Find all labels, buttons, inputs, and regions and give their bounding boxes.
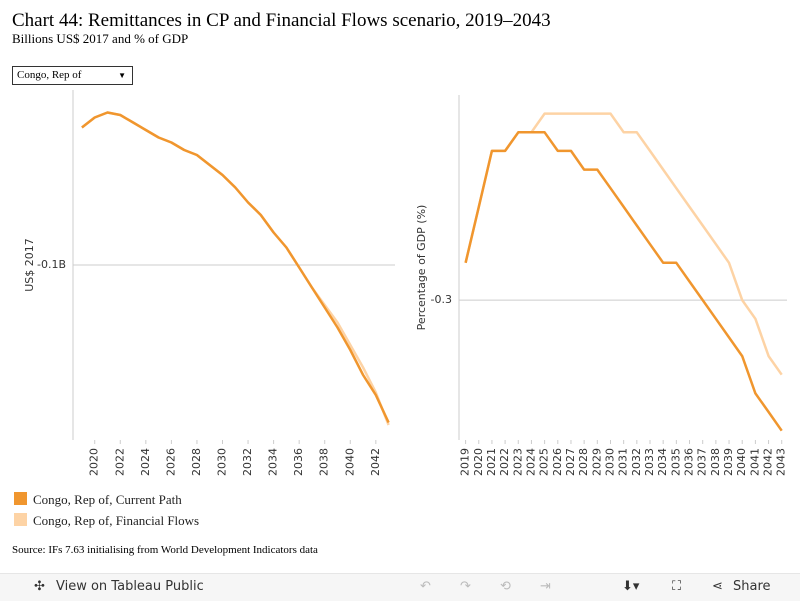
legend-swatch: [14, 513, 27, 526]
x-tick-label: 2027: [564, 448, 577, 476]
line-series: [81, 111, 390, 426]
subtitle: Billions US$ 2017 and % of GDP: [12, 31, 189, 46]
x-tick-label: 2042: [369, 448, 382, 476]
x-tick-label: 2020: [472, 448, 485, 476]
x-tick-label: 2032: [241, 448, 254, 476]
x-tick-label: 2033: [643, 448, 656, 476]
download-button[interactable]: ⬇▾: [622, 579, 640, 594]
x-tick-label: 2040: [735, 448, 748, 476]
x-tick-label: 2038: [318, 448, 331, 476]
legend-item[interactable]: Congo, Rep of, Financial Flows: [14, 513, 199, 529]
x-tick-label: 2032: [630, 448, 643, 476]
undo-button[interactable]: ↶: [420, 579, 431, 594]
x-tick-label: 2024: [139, 448, 152, 476]
x-tick-label: 2037: [696, 448, 709, 476]
y-axis-label: Percentage of GDP (%): [415, 205, 428, 331]
refresh-button[interactable]: ⇥: [540, 579, 551, 594]
share-icon: ⋖: [712, 579, 723, 594]
dropdown-arrow: ▼: [118, 71, 126, 80]
line-series: [464, 112, 783, 376]
view-link[interactable]: View on Tableau Public: [56, 579, 204, 594]
y-axis-label: US$ 2017: [23, 238, 36, 292]
line-series: [81, 111, 390, 424]
x-tick-label: 2040: [343, 448, 356, 476]
x-tick-label: 2034: [656, 448, 669, 476]
legend-label: Congo, Rep of, Current Path: [33, 492, 182, 507]
toolbar: ✣ View on Tableau Public ↶ ↷ ⟲ ⇥ ⬇▾ ⛶ ⋖ …: [0, 573, 800, 601]
x-tick-label: 2036: [683, 448, 696, 476]
x-tick-label: 2036: [292, 448, 305, 476]
x-tick-label: 2041: [748, 448, 761, 476]
x-tick-label: 2023: [511, 448, 524, 476]
x-tick-label: 2043: [775, 448, 788, 476]
x-tick-label: 2029: [590, 448, 603, 476]
filter-value: Congo, Rep of: [17, 69, 82, 81]
line-series: [464, 131, 783, 432]
filter-dropdown[interactable]: Congo, Rep of ▼: [12, 66, 133, 85]
x-tick-label: 2021: [485, 448, 498, 476]
x-tick-label: 2038: [709, 448, 722, 476]
x-tick-label: 2028: [190, 448, 203, 476]
x-tick-label: 2022: [498, 448, 511, 476]
y-tick-label: -0.1B: [37, 258, 66, 271]
title: Chart 44: Remittances in CP and Financia…: [12, 10, 551, 31]
tableau-icon: ✣: [34, 579, 45, 594]
x-tick-label: 2019: [459, 448, 472, 476]
x-tick-label: 2034: [267, 448, 280, 476]
source: Source: IFs 7.63 initialising from World…: [12, 544, 318, 556]
x-tick-label: 2026: [551, 448, 564, 476]
x-tick-label: 2024: [524, 448, 537, 476]
fullscreen-button[interactable]: ⛶: [672, 579, 682, 594]
legend-item[interactable]: Congo, Rep of, Current Path: [14, 492, 182, 508]
y-tick-label: -0.3: [431, 293, 452, 306]
x-tick-label: 2039: [722, 448, 735, 476]
revert-button[interactable]: ⟲: [500, 579, 511, 594]
x-tick-label: 2035: [669, 448, 682, 476]
x-tick-label: 2030: [603, 448, 616, 476]
legend-label: Congo, Rep of, Financial Flows: [33, 513, 200, 528]
x-tick-label: 2022: [113, 448, 126, 476]
redo-button[interactable]: ↷: [460, 579, 471, 594]
x-tick-label: 2030: [216, 448, 229, 476]
x-tick-label: 2042: [762, 448, 775, 476]
x-tick-label: 2020: [88, 448, 101, 476]
x-tick-label: 2031: [617, 448, 630, 476]
x-tick-label: 2025: [538, 448, 551, 476]
share-button[interactable]: Share: [733, 579, 771, 594]
x-tick-label: 2026: [164, 448, 177, 476]
legend-swatch: [14, 492, 27, 505]
x-tick-label: 2028: [577, 448, 590, 476]
